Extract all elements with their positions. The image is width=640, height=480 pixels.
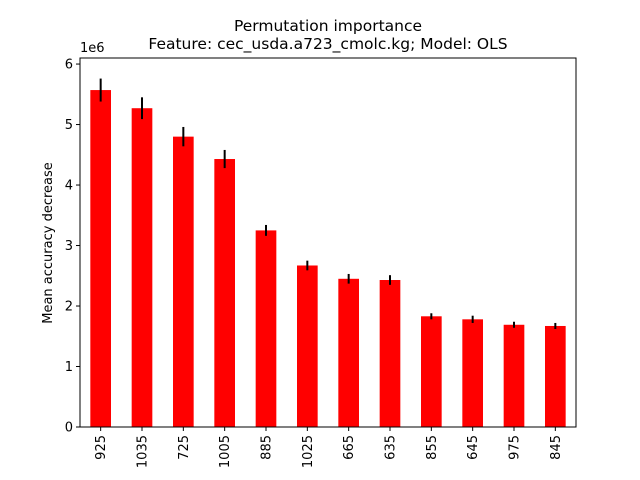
bar-665 (338, 278, 359, 427)
x-tick-label: 975 (508, 435, 523, 460)
y-ticks-group: 0 1 2 3 4 5 6 (65, 58, 80, 436)
x-tick-label: 665 (342, 435, 357, 460)
bar-855 (421, 316, 442, 427)
y-offset-label: 1e6 (80, 41, 105, 56)
y-tick-label: 6 (65, 58, 73, 73)
x-ticks-group: 925 1035 725 1005 885 1025 665 635 855 645 975 845 (94, 427, 564, 468)
chart-subtitle: Feature: cec_usda.a723_cmolc.kg; Model: … (148, 35, 507, 54)
bar-1005 (214, 159, 235, 428)
chart-title: Permutation importance (234, 17, 422, 35)
bar-975 (503, 324, 525, 427)
y-tick-label: 0 (65, 421, 73, 436)
x-tick-label: 635 (384, 435, 399, 460)
x-tick-label: 645 (466, 435, 481, 460)
bar-1025 (297, 265, 318, 427)
x-tick-label: 885 (260, 435, 275, 460)
errorbars-group (99, 78, 557, 330)
bar-845 (545, 325, 566, 427)
x-tick-label: 925 (94, 435, 109, 460)
bars-group (90, 90, 566, 428)
bar-725 (173, 136, 194, 427)
x-tick-label: 1025 (301, 435, 316, 468)
y-tick-label: 4 (65, 179, 73, 194)
y-axis-label: Mean accuracy decrease (41, 162, 56, 324)
x-tick-label: 1005 (218, 435, 233, 468)
bar-885 (255, 230, 277, 427)
x-tick-label: 845 (549, 435, 564, 460)
x-tick-label: 855 (425, 435, 440, 460)
bar-635 (379, 280, 401, 427)
y-tick-label: 2 (65, 300, 73, 315)
y-tick-label: 5 (65, 118, 73, 133)
bar-645 (462, 319, 483, 427)
x-tick-label: 725 (177, 435, 192, 460)
bar-925 (90, 90, 111, 427)
plot-frame (79, 57, 577, 428)
x-tick-label: 1035 (136, 435, 151, 468)
bar-1035 (131, 108, 153, 428)
y-tick-label: 3 (65, 239, 73, 254)
y-tick-label: 1 (65, 360, 73, 375)
